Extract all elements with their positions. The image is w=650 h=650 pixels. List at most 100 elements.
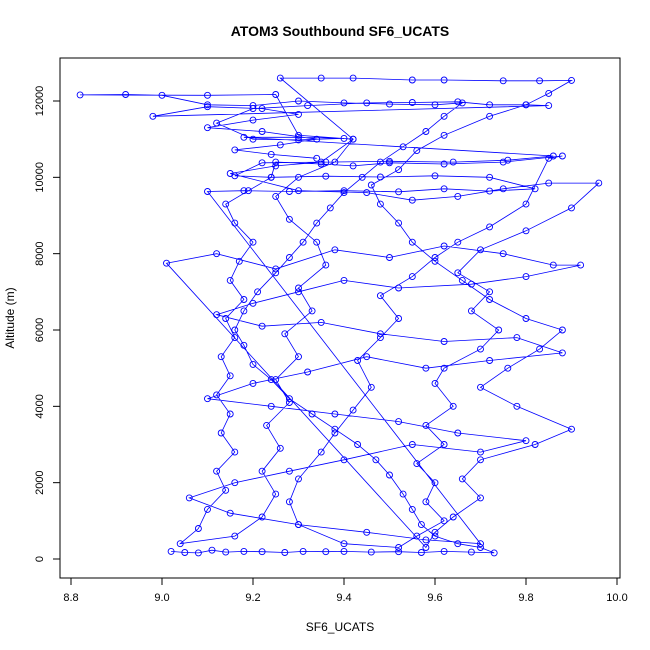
data-point: [308, 410, 316, 418]
data-point: [376, 330, 384, 338]
data-point: [285, 395, 293, 403]
data-point: [308, 307, 316, 315]
data-point: [226, 509, 234, 517]
data-point: [222, 200, 230, 208]
data-point: [568, 425, 575, 433]
data-point: [208, 546, 216, 554]
data-point: [258, 128, 266, 135]
data-point: [272, 490, 280, 498]
data-point: [486, 296, 494, 303]
data-point: [422, 364, 430, 372]
data-point: [231, 219, 239, 227]
data-point: [386, 254, 393, 261]
data-point: [440, 131, 448, 139]
data-point: [490, 549, 498, 557]
data-point: [158, 91, 166, 99]
data-point: [285, 215, 293, 223]
data-point: [467, 307, 475, 315]
data-point: [486, 187, 494, 195]
data-point: [376, 173, 384, 181]
data-point: [249, 238, 257, 246]
data-point: [185, 494, 193, 502]
data-point: [458, 99, 466, 107]
data-point: [194, 549, 202, 557]
data-point: [431, 479, 439, 487]
data-point: [295, 284, 302, 292]
data-point: [499, 185, 507, 193]
data-point: [240, 133, 248, 141]
data-point: [431, 528, 439, 536]
data-point: [213, 467, 221, 475]
data-point: [304, 102, 312, 110]
data-point: [295, 173, 302, 181]
data-point: [499, 250, 507, 258]
data-point: [231, 334, 239, 342]
chart-title: ATOM3 Southbound SF6_UCATS: [231, 23, 450, 39]
data-point: [149, 112, 157, 120]
data-point: [267, 376, 275, 384]
data-point: [522, 227, 530, 235]
data-point: [486, 112, 494, 120]
data-point: [477, 246, 484, 254]
data-point: [363, 189, 371, 197]
data-point: [240, 547, 248, 555]
data-point: [417, 521, 425, 529]
data-point: [477, 544, 484, 551]
data-point: [349, 162, 357, 170]
data-point: [231, 172, 239, 180]
data-point: [372, 456, 380, 464]
data-point: [522, 437, 530, 445]
data-point: [326, 204, 334, 212]
data-point: [431, 532, 439, 540]
data-point: [163, 259, 170, 267]
data-point: [440, 338, 448, 345]
x-axis: 8.8 9.0 9.2 9.4 9.6 9.8 10.0: [63, 577, 628, 604]
data-point: [217, 353, 225, 361]
data-point: [595, 179, 603, 187]
data-point: [486, 223, 494, 231]
data-point: [454, 192, 462, 200]
data-point: [281, 549, 289, 556]
data-point: [217, 429, 225, 437]
data-point: [440, 517, 448, 525]
data-point: [272, 265, 280, 273]
data-point: [285, 467, 293, 475]
data-point: [258, 105, 266, 113]
data-point: [395, 166, 403, 174]
data-point: [231, 146, 239, 154]
data-point: [408, 99, 416, 106]
data-point: [522, 273, 530, 281]
data-point: [204, 101, 211, 109]
data-point: [504, 156, 512, 164]
data-point: [213, 391, 221, 399]
data-point: [458, 276, 466, 284]
data-point: [522, 200, 530, 208]
data-point: [76, 91, 84, 99]
data-point: [349, 135, 357, 143]
data-point: [322, 261, 330, 269]
data-point: [413, 532, 421, 540]
data-point: [276, 74, 284, 82]
data-point: [454, 238, 462, 246]
data-point: [408, 441, 416, 448]
data-point: [322, 548, 330, 556]
data-point: [422, 498, 430, 506]
data-point: [454, 540, 462, 548]
data-point: [313, 219, 321, 227]
data-point: [285, 498, 293, 506]
data-point: [340, 99, 348, 107]
data-point: [477, 456, 484, 464]
data-point: [467, 548, 475, 556]
data-point: [467, 280, 475, 288]
y-axis-label: Altitude (m): [3, 287, 17, 348]
data-point: [386, 471, 393, 479]
x-axis-label: SF6_UCATS: [306, 620, 374, 634]
y-axis: 0 2000 4000 6000 8000 10000 12000: [34, 86, 61, 562]
data-point: [313, 135, 321, 143]
data-point: [417, 549, 425, 556]
data-point: [499, 77, 507, 85]
data-point: [449, 158, 457, 166]
data-point: [258, 548, 266, 556]
data-point: [395, 284, 403, 292]
data-point: [386, 100, 393, 108]
